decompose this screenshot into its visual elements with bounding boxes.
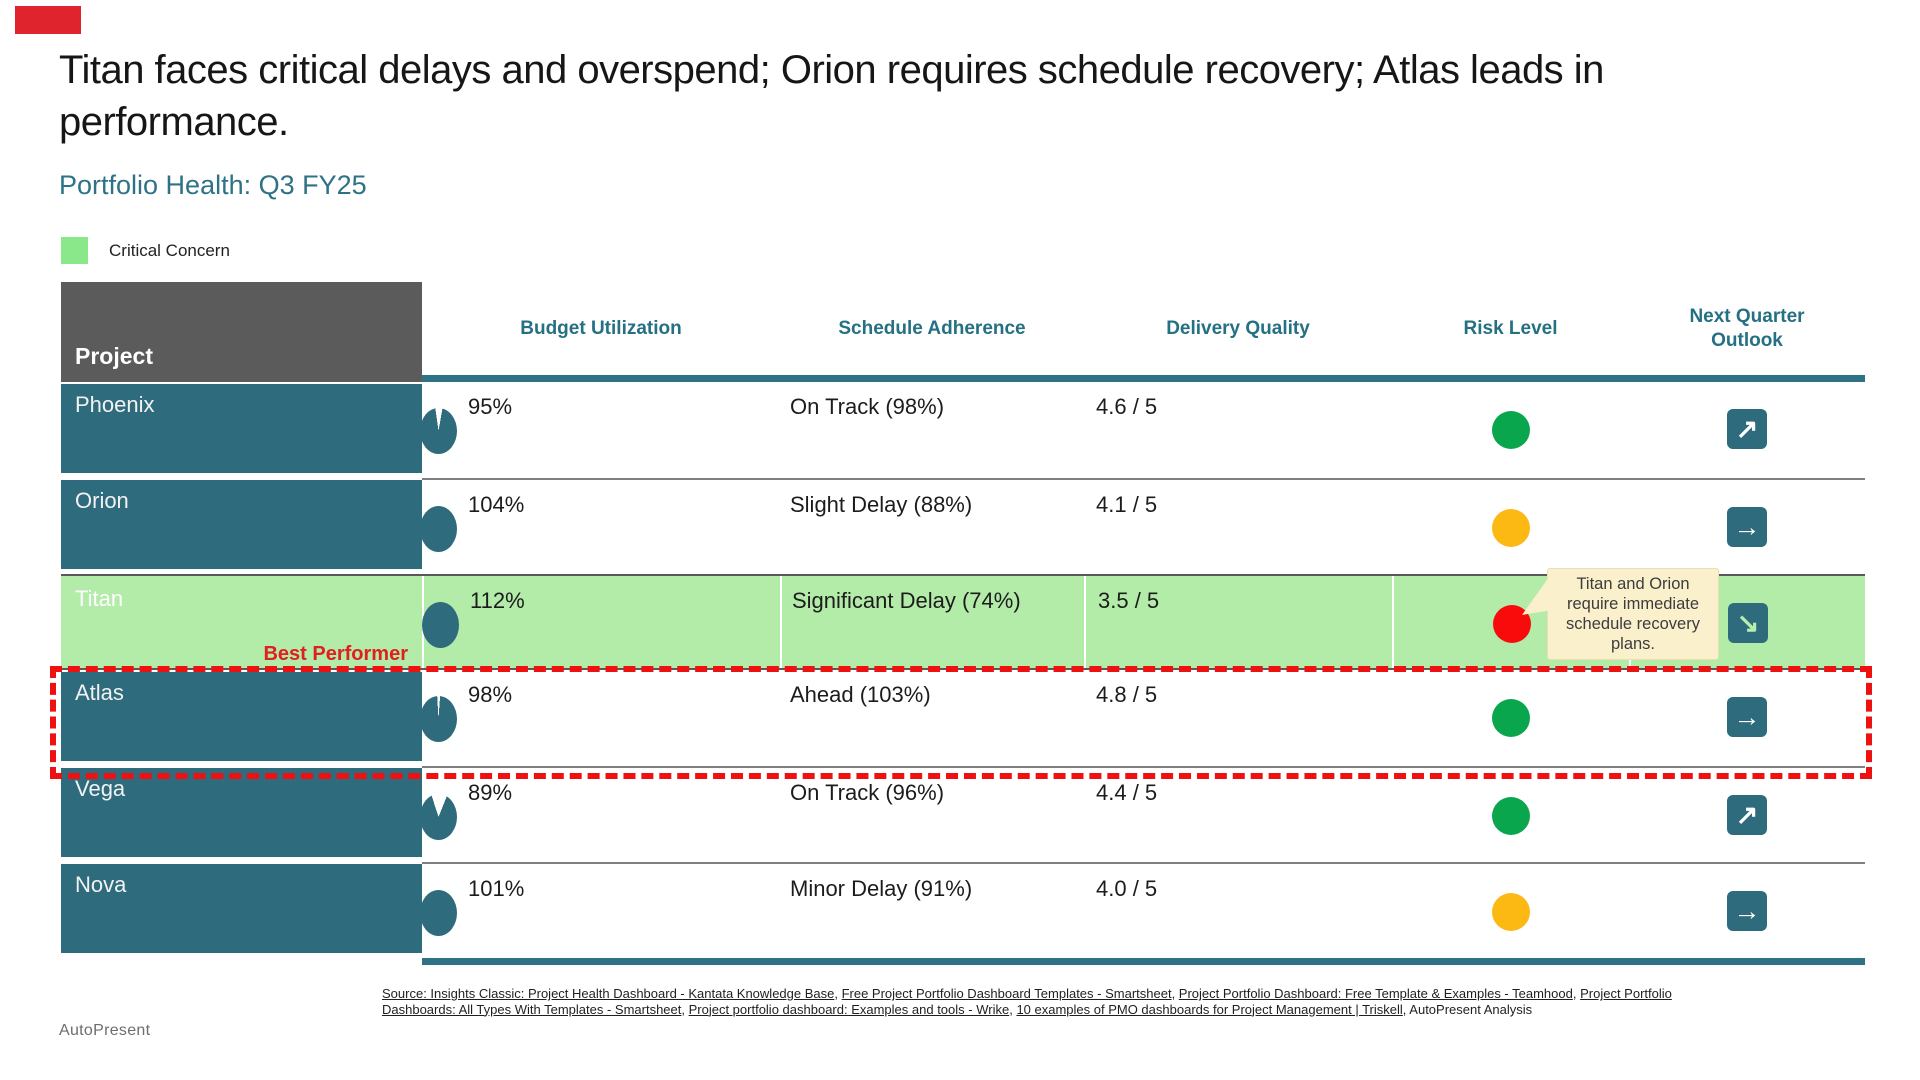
project-name-cell: Vega [61, 766, 422, 862]
project-column-header: Project [61, 282, 422, 382]
project-name-cell: Orion [61, 478, 422, 574]
project-name-cell: Phoenix [61, 382, 422, 478]
budget-pie-icon [420, 890, 457, 936]
outlook-arrow-icon: → [1727, 891, 1767, 931]
source-text: , [1572, 986, 1581, 1001]
outlook-cell: → [1629, 670, 1865, 766]
budget-value: 112% [470, 588, 525, 613]
source-citations: Source: Insights Classic: Project Health… [382, 986, 1732, 1017]
risk-dot-icon [1491, 797, 1530, 835]
column-header-quality: Delivery Quality [1166, 317, 1310, 339]
risk-cell [1392, 864, 1629, 958]
column-header-outlook: Next Quarter Outlook [1689, 305, 1805, 351]
table-row-phoenix: Phoenix 95% On Track (98%) 4.6 / 5 ↗ [61, 382, 1865, 478]
quality-cell: 3.5 / 5 [1084, 576, 1392, 668]
budget-value: 104% [468, 492, 525, 517]
risk-dot-icon [1492, 605, 1531, 643]
schedule-cell: Slight Delay (88%) [790, 492, 973, 517]
budget-cell: 104% [420, 480, 780, 574]
source-text: , [834, 986, 842, 1001]
budget-cell: 98% [420, 670, 780, 766]
risk-dot-icon [1491, 699, 1530, 737]
schedule-cell: Minor Delay (91%) [790, 876, 973, 901]
project-header-label: Project [75, 343, 153, 369]
schedule-cell: On Track (98%) [790, 394, 945, 419]
accent-bar [15, 6, 81, 34]
budget-value: 98% [468, 682, 513, 707]
source-link[interactable]: 10 examples of PMO dashboards for Projec… [1016, 1001, 1403, 1017]
table-body: Phoenix 95% On Track (98%) 4.6 / 5 ↗ [61, 382, 1865, 958]
tooltip-callout: Titan and Orion require immediate schedu… [1522, 568, 1719, 660]
schedule-cell: Ahead (103%) [790, 682, 931, 707]
schedule-cell: On Track (96%) [790, 780, 945, 805]
budget-pie-icon [422, 602, 459, 648]
column-header-budget: Budget Utilization [520, 317, 682, 339]
table-column-headers: Budget Utilization Schedule Adherence De… [422, 282, 1865, 375]
risk-dot-icon [1491, 411, 1530, 449]
schedule-cell: Significant Delay (74%) [780, 576, 1084, 668]
table-row-vega: Vega 89% On Track (96%) 4.4 / 5 ↗ [61, 766, 1865, 862]
page-title: Titan faces critical delays and overspen… [59, 48, 1604, 144]
source-link[interactable]: Project Portfolio Dashboards: All Types … [382, 986, 1672, 1017]
budget-cell: 89% [420, 768, 780, 862]
risk-cell [1392, 576, 1629, 668]
quality-cell: 4.4 / 5 [1096, 780, 1158, 805]
table-row-nova: Nova 101% Minor Delay (91%) 4.0 / 5 → [61, 862, 1865, 958]
source-text: , [1171, 986, 1179, 1001]
best-performer-label: Best Performer [263, 643, 408, 665]
legend: Critical Concern [61, 237, 230, 264]
quality-cell: 4.0 / 5 [1096, 876, 1158, 901]
legend-label: Critical Concern [109, 240, 230, 260]
outlook-cell: ↗ [1629, 382, 1865, 478]
outlook-arrow-icon: → [1727, 507, 1767, 547]
budget-cell: 101% [420, 864, 780, 958]
budget-cell: 112% [422, 576, 780, 668]
footer-brand: AutoPresent [59, 1022, 151, 1039]
source-link[interactable]: Free Project Portfolio Dashboard Templat… [841, 986, 1172, 1001]
source-text: , AutoPresent Analysis [1402, 1001, 1533, 1017]
budget-value: 95% [468, 394, 513, 419]
outlook-cell: → [1629, 480, 1865, 574]
budget-value: 101% [468, 876, 525, 901]
risk-dot-icon [1491, 509, 1530, 547]
header-underline [422, 375, 1865, 382]
project-name-cell: Atlas [61, 670, 422, 766]
legend-swatch-critical-concern [61, 237, 88, 264]
outlook-arrow-icon: ↗ [1727, 795, 1767, 835]
column-header-schedule: Schedule Adherence [838, 317, 1026, 339]
source-text: , [681, 1001, 689, 1017]
source-link[interactable]: Project Portfolio Dashboard: Free Templa… [1178, 986, 1573, 1001]
risk-cell [1392, 768, 1629, 862]
page-subtitle: Portfolio Health: Q3 FY25 [59, 170, 367, 200]
project-name-cell: Titan [75, 586, 124, 611]
outlook-cell: → [1629, 864, 1865, 958]
risk-cell [1392, 480, 1629, 574]
table-bottom-border [422, 958, 1865, 965]
outlook-arrow-icon: ↗ [1727, 409, 1767, 449]
budget-cell: 95% [420, 382, 780, 478]
quality-cell: 4.6 / 5 [1096, 394, 1158, 419]
quality-cell: 4.8 / 5 [1096, 682, 1158, 707]
source-text: , [1009, 1001, 1017, 1017]
tooltip-text: Titan and Orion require immediate schedu… [1566, 575, 1700, 653]
budget-pie-icon [420, 696, 457, 742]
risk-dot-icon [1491, 893, 1530, 931]
source-link[interactable]: Source: Insights Classic: Project Health… [382, 986, 835, 1001]
budget-pie-icon [420, 794, 457, 840]
quality-cell: 4.1 / 5 [1096, 492, 1158, 517]
risk-cell [1392, 670, 1629, 766]
budget-value: 89% [468, 780, 513, 805]
outlook-arrow-icon: ↘ [1728, 603, 1768, 643]
table-row-orion: Orion 104% Slight Delay (88%) 4.1 / 5 → [61, 478, 1865, 574]
budget-pie-icon [420, 408, 457, 454]
risk-cell [1392, 382, 1629, 478]
project-name-cell: Nova [61, 862, 422, 958]
table-row-atlas: Atlas 98% Ahead (103%) 4.8 / 5 → [61, 670, 1865, 766]
outlook-arrow-icon: → [1727, 697, 1767, 737]
source-link[interactable]: Project portfolio dashboard: Examples an… [688, 1001, 1010, 1017]
column-header-risk: Risk Level [1463, 317, 1558, 339]
outlook-cell: ↗ [1629, 768, 1865, 862]
budget-pie-icon [420, 506, 457, 552]
